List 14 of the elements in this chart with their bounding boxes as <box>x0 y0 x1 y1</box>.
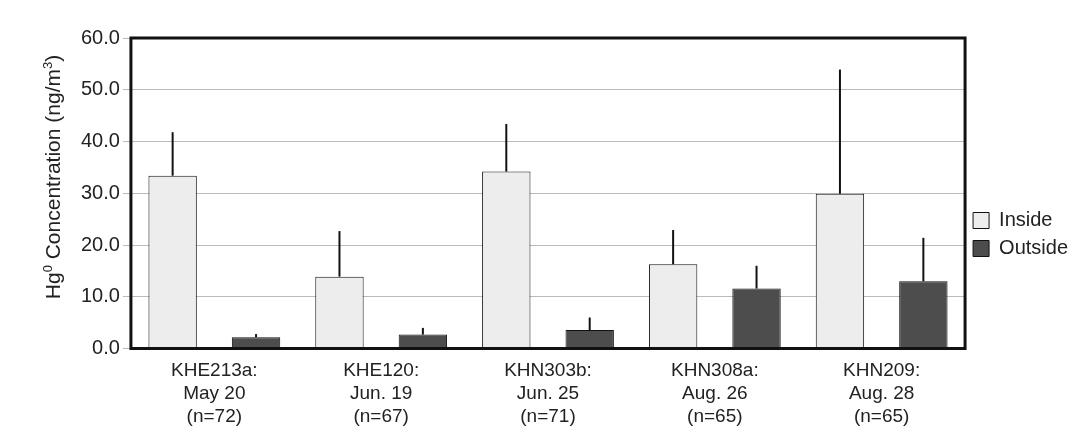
x-tick-label: KHN303b: Jun. 25 (n=71) <box>504 359 592 426</box>
y-tick-label: 10.0 <box>80 284 120 307</box>
y-tick-label: 30.0 <box>80 180 120 203</box>
x-tick-label: KHE213a: May 20 (n=72) <box>171 359 258 426</box>
x-tick-label: KHE120: Jun. 19 (n=67) <box>343 359 420 426</box>
y-tick-label: 60.0 <box>80 25 120 48</box>
legend-label: Inside <box>999 208 1053 231</box>
legend-label: Outside <box>999 236 1069 259</box>
x-tick-label: KHN209: Aug. 28 (n=65) <box>843 359 921 426</box>
x-tick-label: KHN308a: Aug. 26 (n=65) <box>670 359 759 426</box>
y-tick-label: 0.0 <box>92 336 120 359</box>
y-tick-label: 40.0 <box>80 129 120 152</box>
y-tick-label: 20.0 <box>80 232 120 255</box>
y-tick-label: 50.0 <box>80 77 120 100</box>
